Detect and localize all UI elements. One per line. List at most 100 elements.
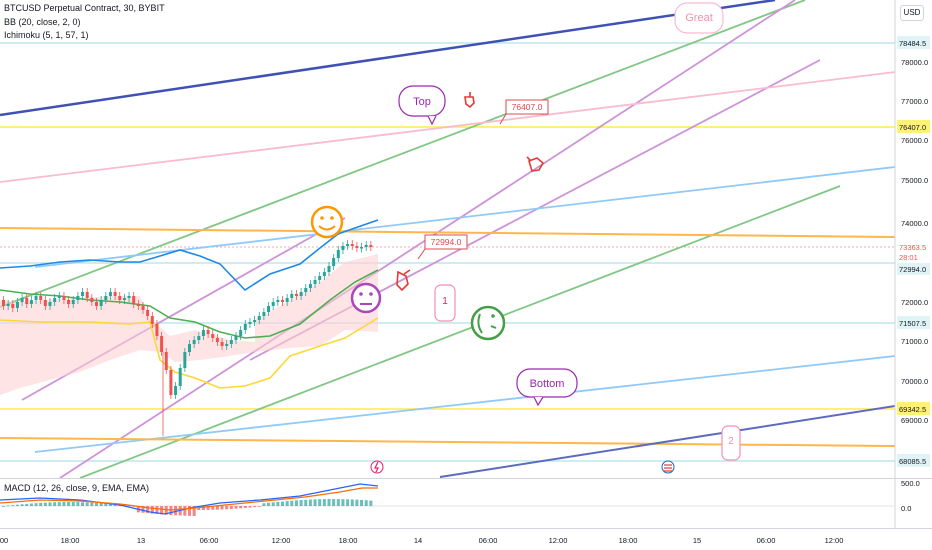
neutral-face-icon[interactable] — [350, 282, 382, 314]
candle-body — [108, 292, 112, 296]
price-tick-label: 78000.0 — [901, 58, 928, 67]
macd-bar — [99, 503, 103, 506]
price-note-1[interactable]: 76407.0 — [499, 99, 549, 125]
bb-indicator-legend[interactable]: BB (20, close, 2, 0) — [4, 17, 81, 27]
candle-body — [29, 300, 33, 304]
candle-body — [146, 310, 150, 316]
candle-body — [257, 316, 261, 320]
candle-body — [267, 306, 271, 312]
candle-body — [183, 352, 187, 368]
macd-bar — [229, 506, 233, 509]
candle-body — [290, 294, 294, 298]
time-axis-separator — [0, 528, 932, 529]
macd-bar — [276, 501, 280, 506]
callout-great[interactable]: Great — [674, 2, 724, 34]
smile-face-icon[interactable] — [310, 205, 344, 239]
time-tick-label: 06:00 — [479, 536, 498, 545]
macd-bar — [350, 499, 354, 506]
candle-body — [253, 320, 257, 322]
macd-bar — [11, 505, 15, 506]
macd-bar — [57, 502, 61, 506]
macd-bar — [322, 499, 326, 506]
time-tick-label: 06:00 — [757, 536, 776, 545]
candle-body — [122, 298, 126, 300]
macd-bar — [67, 502, 71, 506]
callout-top[interactable]: Top — [398, 85, 446, 126]
candle-body — [136, 304, 140, 306]
macd-histogram — [2, 499, 373, 516]
time-tick-label: 13 — [137, 536, 145, 545]
last-price-badge: 73363.528:01 — [897, 240, 930, 263]
macd-signal-line — [0, 487, 378, 511]
candle-body — [215, 338, 219, 342]
candle-body — [234, 336, 238, 340]
candle-body — [211, 334, 215, 338]
candle-body — [304, 288, 308, 292]
symbol-title[interactable]: BTCUSD Perpetual Contract, 30, BYBIT — [4, 3, 165, 13]
bb-upper — [0, 219, 379, 292]
candle-body — [48, 302, 52, 306]
candle-body — [113, 292, 117, 296]
macd-bar — [271, 502, 275, 506]
macd-tick-label: 0.0 — [901, 504, 911, 513]
macd-indicator-legend[interactable]: MACD (12, 26, close, 9, EMA, EMA) — [4, 483, 150, 493]
candle-body — [248, 322, 252, 324]
pointing-hand-icon[interactable] — [396, 269, 411, 292]
time-tick-label: 18:00 — [339, 536, 358, 545]
candle-body — [25, 298, 29, 304]
candle-body — [43, 300, 47, 306]
candle-body — [313, 280, 317, 284]
macd-bar — [164, 506, 168, 515]
candle-body — [20, 298, 24, 302]
macd-bar — [346, 499, 350, 506]
candle-body — [99, 300, 103, 306]
us-flag-icon[interactable] — [661, 460, 675, 474]
price-level-badge: 68085.5 — [897, 454, 930, 467]
note-box-2-text: 2 — [728, 436, 734, 447]
candle-body — [127, 296, 131, 298]
candle-body — [369, 245, 373, 247]
candle-body — [206, 330, 210, 334]
svg-text:76407.0: 76407.0 — [899, 123, 926, 132]
macd-bar — [29, 503, 33, 506]
candle-body — [285, 298, 289, 302]
macd-bar — [6, 505, 10, 507]
note-box-1-text: 1 — [442, 296, 448, 307]
price-note-1-text: 76407.0 — [512, 102, 543, 112]
winking-face-icon[interactable] — [470, 305, 506, 341]
macd-bar — [281, 501, 284, 506]
price-axis[interactable]: 78000.077000.076000.075000.074000.073000… — [894, 0, 930, 528]
note-box-1[interactable]: 1 — [434, 284, 456, 322]
trendline-blue-low — [34, 355, 896, 453]
macd-bar — [48, 502, 52, 506]
price-tick-label: 76000.0 — [901, 136, 928, 145]
candle-body — [160, 336, 164, 352]
candle-body — [276, 300, 280, 302]
macd-bar — [262, 503, 266, 506]
macd-bar — [239, 506, 243, 509]
price-level-badge: 71507.5 — [897, 316, 930, 329]
candle-body — [71, 300, 75, 304]
macd-bar — [285, 501, 289, 506]
candlestick-series — [2, 240, 373, 436]
price-level-badge: 69342.5 — [897, 402, 930, 415]
pointing-hand-icon[interactable] — [526, 156, 545, 172]
lightning-icon[interactable] — [370, 460, 384, 474]
currency-button[interactable]: USD — [900, 5, 924, 21]
price-note-2-text: 72994.0 — [431, 237, 462, 247]
macd-bar — [188, 506, 191, 516]
price-level-badge: 72994.0 — [897, 262, 930, 275]
pane-separator[interactable] — [0, 478, 932, 479]
candle-body — [364, 245, 368, 247]
time-tick-label: 18:00 — [619, 536, 638, 545]
macd-bar — [299, 500, 303, 506]
candle-body — [62, 296, 66, 300]
callout-bottom[interactable]: Bottom — [516, 368, 578, 407]
ichimoku-indicator-legend[interactable]: Ichimoku (5, 1, 57, 1) — [4, 30, 89, 40]
time-axis[interactable]: 00 18:00 13 06:00 12:00 18:00 14 06:00 12:00 18:0… — [0, 536, 843, 545]
pointing-hand-icon[interactable] — [464, 92, 475, 109]
price-note-2[interactable]: 72994.0 — [417, 234, 468, 260]
macd-bar — [150, 506, 154, 514]
note-box-2[interactable]: 2 — [721, 425, 741, 461]
